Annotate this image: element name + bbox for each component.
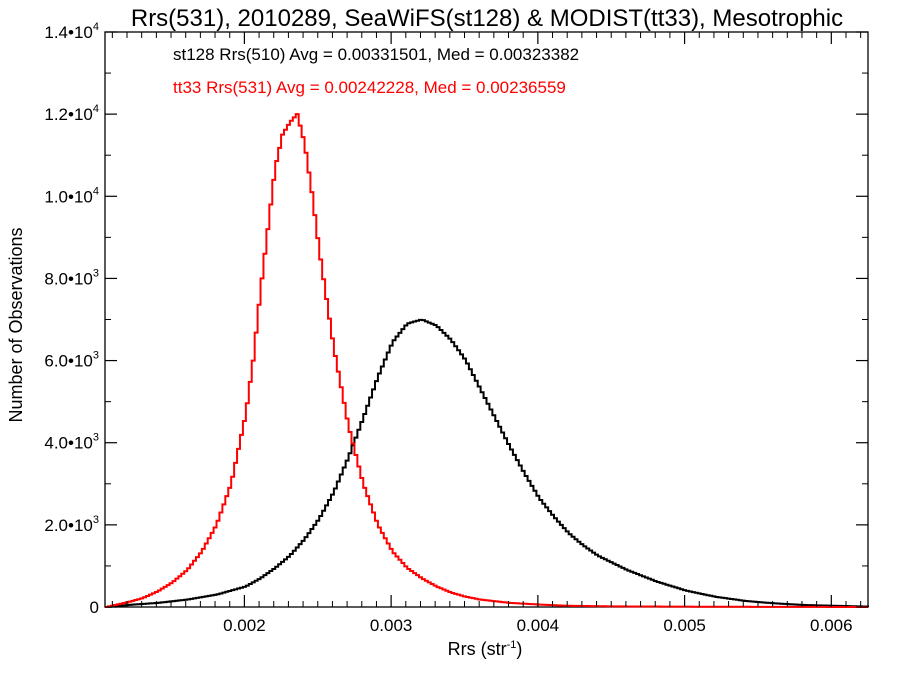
x-tick-label: 0.003 (370, 616, 413, 635)
y-tick-label: 1.2•104 (44, 103, 99, 124)
y-tick-label: 0 (90, 598, 99, 617)
x-tick-label: 0.004 (517, 616, 560, 635)
annotation-st128-stats: st128 Rrs(510) Avg = 0.00331501, Med = 0… (173, 45, 579, 64)
x-axis-label-close: ) (516, 639, 522, 659)
x-axis-label-text: Rrs (str (448, 639, 507, 659)
y-axis: 0 2.0•103 4.0•103 6.0•103 8.0•103 1.0•104 1.2•… (44, 21, 868, 617)
y-tick-label: 8.0•103 (44, 267, 99, 288)
x-tick-label: 0.006 (810, 616, 853, 635)
x-tick-label: 0.005 (663, 616, 706, 635)
chart-title: Rrs(531), 2010289, SeaWiFS(st128) & MODI… (131, 5, 843, 32)
y-tick-label: 2.0•103 (44, 514, 99, 535)
series-layer (105, 113, 869, 608)
y-tick-label: 4.0•103 (44, 432, 99, 453)
y-axis-label: Number of Observations (6, 227, 26, 422)
y-tick-label: 1.4•104 (44, 21, 99, 42)
x-axis-label-exponent: -1 (507, 639, 517, 651)
y-tick-label: 6.0•103 (44, 350, 99, 371)
y-tick-label: 1.0•104 (44, 185, 99, 206)
annotation-tt33-stats: tt33 Rrs(531) Avg = 0.00242228, Med = 0.… (173, 78, 566, 97)
series-line-1 (105, 113, 868, 608)
x-tick-label: 0.002 (223, 616, 266, 635)
series-line-0 (105, 318, 869, 608)
x-axis-label: Rrs (str-1) (448, 639, 523, 659)
x-axis: 0.002 0.003 0.004 0.005 0.006 (111, 32, 862, 635)
